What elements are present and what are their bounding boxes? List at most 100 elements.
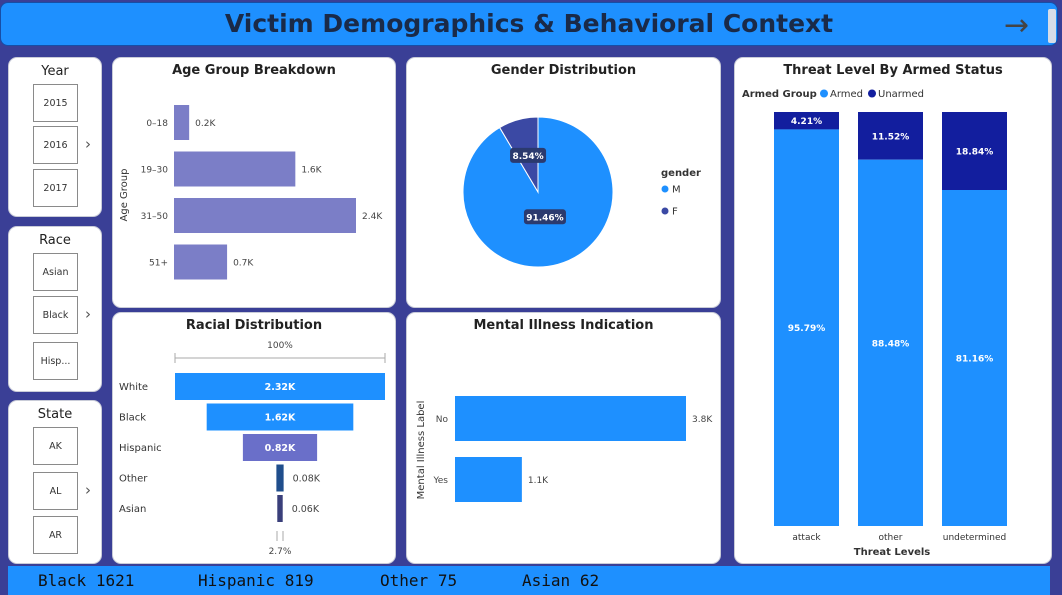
- year-option[interactable]: 2016: [33, 126, 78, 164]
- category-label: White: [119, 382, 148, 393]
- category-label: 31–50: [141, 212, 169, 222]
- ticker-item: Hispanic 819: [198, 571, 314, 590]
- ticker-label: Black: [38, 571, 87, 590]
- category-label: Asian: [119, 504, 146, 515]
- ticker-value: 62: [579, 571, 600, 590]
- age-bar: [174, 105, 190, 140]
- legend-label: F: [672, 207, 678, 218]
- threat-chart: Armed Group Armed Unarmed 4.21% 95.79% attack…: [742, 89, 1007, 558]
- chart-title: Gender Distribution: [490, 63, 637, 78]
- racial-panel: Racial Distribution 100% White 2.32K Black 1…: [112, 312, 396, 564]
- legend-marker: [661, 207, 669, 215]
- category-label: 19–30: [141, 166, 169, 176]
- ticker-item: Black 1621: [38, 571, 134, 590]
- age-group-panel: Age Group Breakdown Age Group 0–18 0.2K 19–…: [112, 57, 396, 308]
- data-label: 81.16%: [956, 354, 994, 364]
- category-label: Yes: [432, 476, 448, 486]
- legend-label: Unarmed: [878, 89, 924, 100]
- state-slicer: State AK AL AR ›: [8, 400, 102, 564]
- data-label: 0.08K: [293, 474, 321, 485]
- data-label-box: [523, 209, 566, 225]
- race-option[interactable]: Asian: [33, 253, 78, 291]
- state-option[interactable]: AL: [33, 472, 78, 510]
- mental-panel: Mental Illness Indication Mental Illness…: [406, 312, 721, 564]
- age-bar: [174, 198, 356, 233]
- legend-title: Armed Group: [742, 89, 817, 100]
- data-label: 0.2K: [195, 119, 216, 129]
- funnel-bar: [242, 434, 318, 461]
- race-slicer-title: Race: [39, 233, 71, 248]
- chart-title: Mental Illness Indication: [473, 318, 654, 333]
- category-label: Other: [119, 474, 148, 485]
- report-header: Victim Demographics & Behavioral Context…: [0, 2, 1058, 46]
- funnel-bar: [276, 464, 284, 492]
- armed-segment: [942, 189, 1007, 526]
- mental-bar: [455, 457, 522, 502]
- category-label: 51+: [149, 259, 168, 269]
- category-label: Hispanic: [119, 443, 162, 454]
- chart-title: Age Group Breakdown: [172, 63, 336, 78]
- category-label: Black: [119, 413, 146, 424]
- x-axis-label: Threat Levels: [854, 547, 931, 558]
- year-option[interactable]: 2015: [33, 84, 78, 122]
- funnel-bar: [175, 373, 385, 400]
- state-slicer-title: State: [37, 407, 73, 422]
- category-label: undetermined: [943, 533, 1007, 543]
- race-option[interactable]: Black: [33, 296, 78, 334]
- race-option[interactable]: Hisp...: [33, 342, 78, 380]
- data-label: 91.46%: [526, 213, 564, 223]
- state-option[interactable]: AR: [33, 516, 78, 554]
- legend-label: M: [672, 185, 681, 196]
- unarmed-segment: [774, 112, 839, 130]
- year-slicer: Year 2015 2016 2017 ›: [8, 57, 102, 217]
- category-label: No: [436, 415, 449, 425]
- data-label: 0.06K: [292, 504, 320, 515]
- ticker-value: 1621: [95, 571, 135, 590]
- page-title: Victim Demographics & Behavioral Context: [224, 9, 834, 38]
- legend-label: Armed: [830, 89, 863, 100]
- ticker-label: Hispanic: [198, 571, 276, 590]
- chevron-right-icon[interactable]: ›: [85, 135, 91, 153]
- chevron-right-icon[interactable]: ›: [85, 305, 91, 323]
- ticker-item: Asian 62: [522, 571, 599, 590]
- legend-marker: [661, 185, 669, 193]
- mental-bar: [455, 396, 686, 441]
- legend-marker: [868, 89, 876, 98]
- data-label: 1.6K: [301, 166, 322, 176]
- data-label: 95.79%: [788, 324, 826, 334]
- threat-panel: Threat Level By Armed Status Armed Group…: [734, 57, 1052, 564]
- y-axis-label: Age Group: [119, 169, 130, 222]
- category-label: other: [879, 533, 903, 543]
- data-label: 18.84%: [956, 147, 994, 157]
- data-label: 8.54%: [512, 152, 543, 162]
- data-label: 1.62K: [265, 413, 296, 424]
- gender-chart: 91.46% 8.54% gender MF: [462, 116, 701, 268]
- chart-title: Racial Distribution: [185, 318, 323, 333]
- chart-title: Threat Level By Armed Status: [783, 63, 1003, 78]
- gender-panel: Gender Distribution 91.46% 8.54% gender M F: [406, 57, 721, 308]
- unarmed-segment: [858, 112, 923, 160]
- chevron-right-icon[interactable]: ›: [85, 481, 91, 499]
- ticker-value: 75: [437, 571, 458, 590]
- year-option[interactable]: 2017: [33, 169, 78, 207]
- armed-segment: [774, 129, 839, 527]
- legend-title: gender: [661, 168, 701, 179]
- arrow-right-icon[interactable]: →: [1004, 8, 1030, 43]
- data-label: 88.48%: [872, 339, 910, 349]
- data-label: 1.1K: [528, 476, 549, 486]
- ticker-item: Other 75: [380, 571, 457, 590]
- data-label: 2.4K: [362, 212, 383, 222]
- data-label: 4.21%: [791, 117, 822, 127]
- category-label: attack: [792, 533, 821, 543]
- age-group-chart: Age Group 0–18 0.2K 19–30 1.6K 31–50 2.4K 51+ 0.…: [119, 105, 383, 280]
- ticker-label: Other: [380, 571, 429, 590]
- year-slicer-title: Year: [41, 64, 69, 79]
- data-label: 3.8K: [692, 415, 713, 425]
- age-bar: [174, 244, 228, 280]
- y-axis-label: Mental Illness Label: [416, 401, 427, 500]
- bottom-label: 2.7%: [269, 547, 292, 557]
- data-label: 11.52%: [872, 132, 910, 142]
- state-option[interactable]: AK: [33, 427, 78, 465]
- ticker-value: 819: [284, 571, 314, 590]
- age-bar: [174, 151, 296, 187]
